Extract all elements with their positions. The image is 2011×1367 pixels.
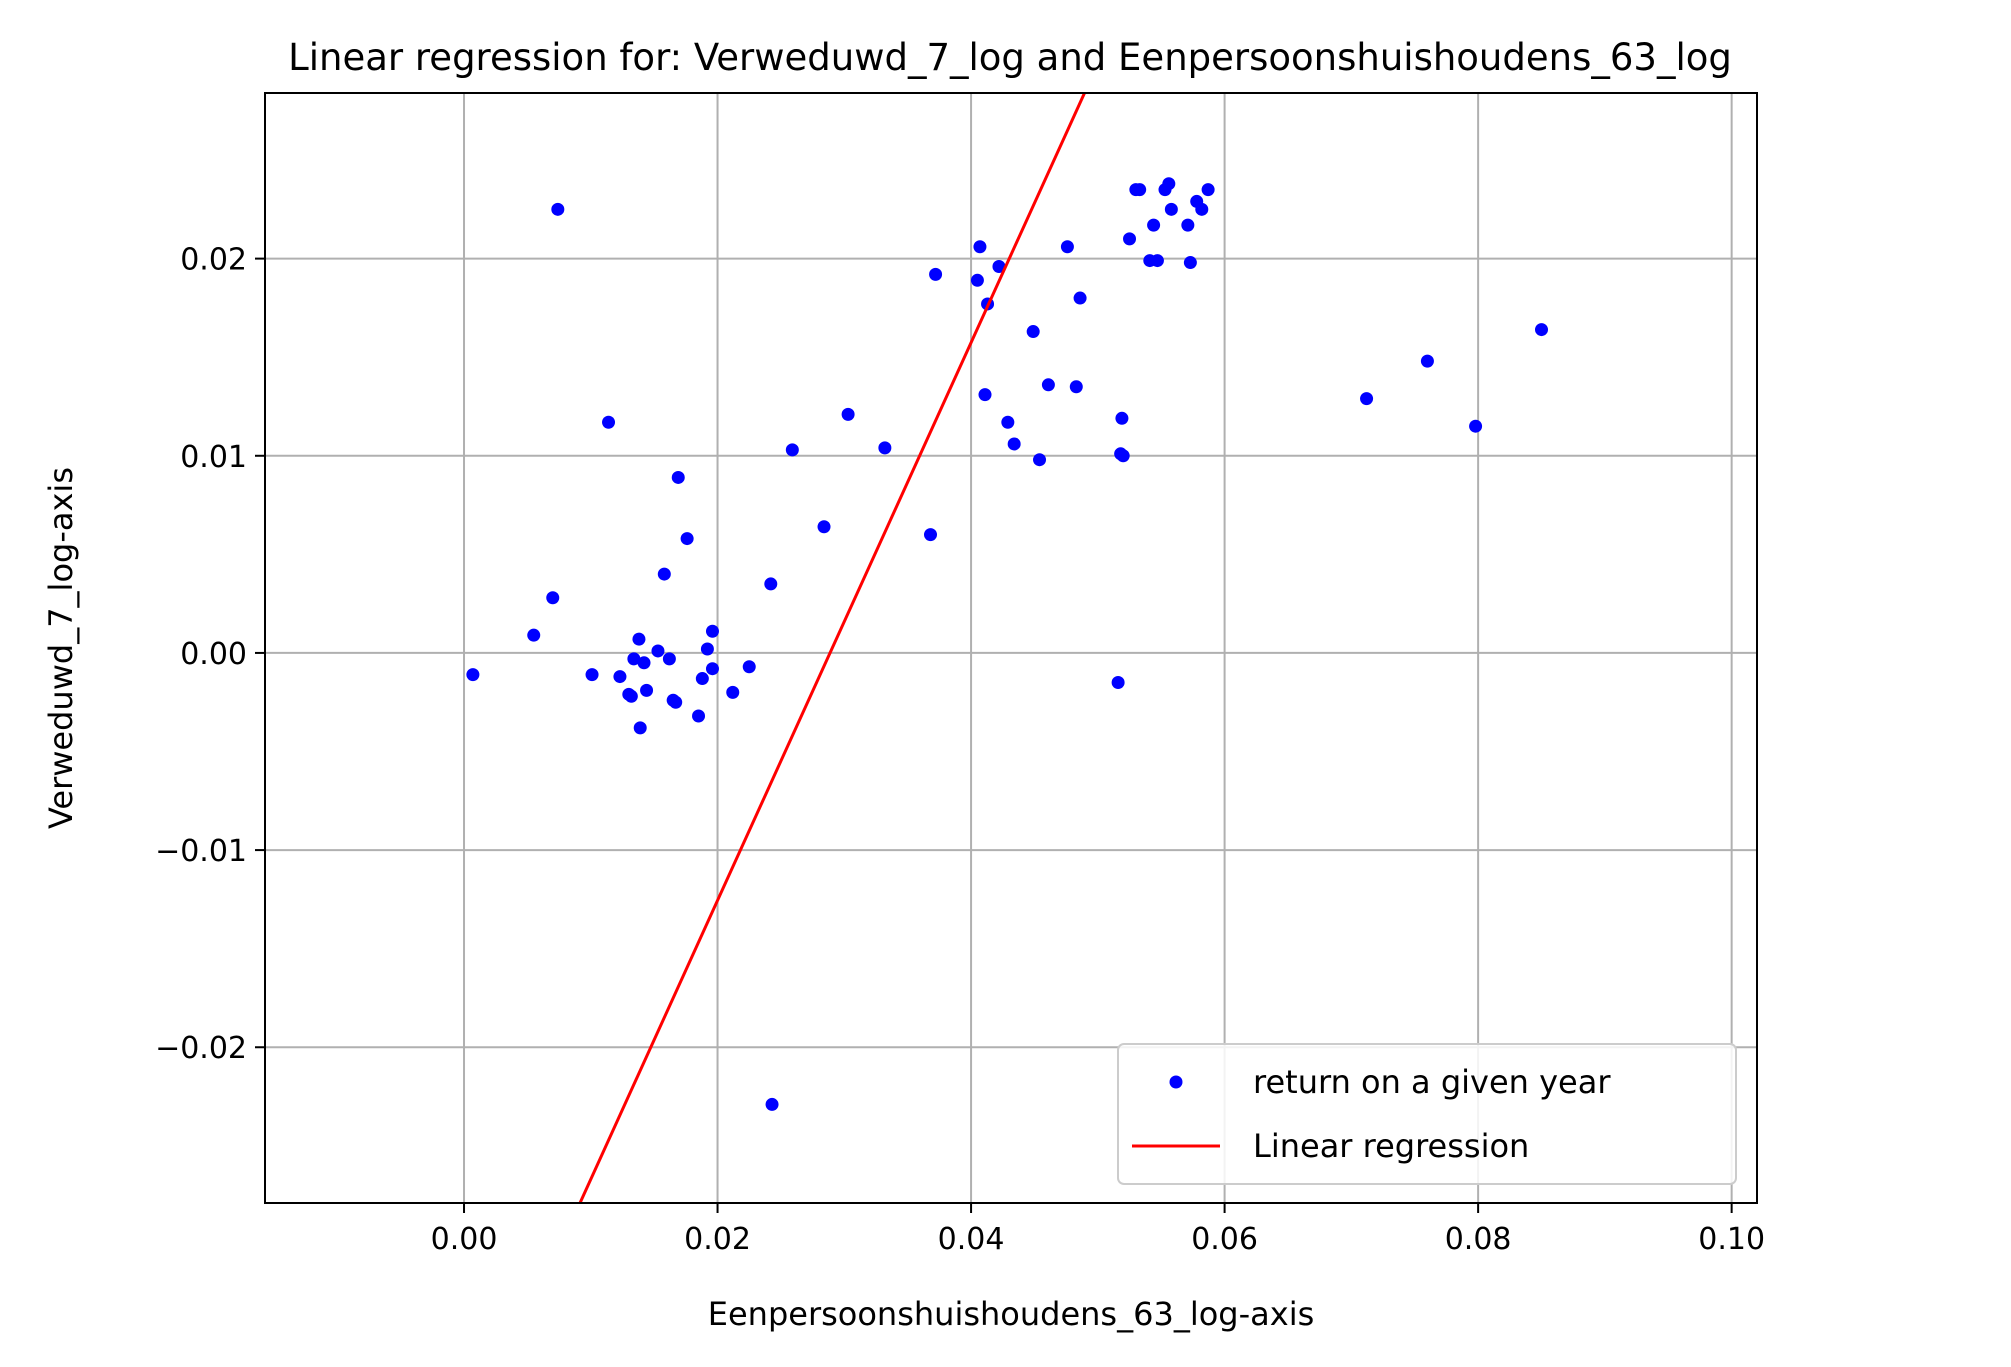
scatter-point <box>1123 232 1137 246</box>
scatter-point <box>1116 449 1130 463</box>
scatter-point <box>1147 218 1161 232</box>
plot-frame <box>264 92 1758 1204</box>
scatter-point <box>662 652 676 666</box>
scatter-point <box>1164 202 1178 216</box>
scatter-point <box>633 721 647 735</box>
scatter-point <box>637 656 651 670</box>
scatter-point <box>1133 183 1147 197</box>
y-tick-label: −0.02 <box>155 1031 247 1066</box>
y-tick-label: 0.01 <box>180 440 247 475</box>
scatter-point <box>1162 177 1176 191</box>
scatter-point <box>602 415 616 429</box>
scatter-point <box>585 668 599 682</box>
scatter-point <box>1150 254 1164 268</box>
x-tick-label: 0.06 <box>1191 1222 1258 1257</box>
scatter-point <box>1420 354 1434 368</box>
scatter-point <box>973 240 987 254</box>
scatter-point <box>705 662 719 676</box>
scatter-point <box>1115 411 1129 425</box>
scatter-point <box>1360 392 1374 406</box>
scatter-point <box>1181 218 1195 232</box>
scatter-point <box>1007 437 1021 451</box>
scatter-point <box>680 532 694 546</box>
scatter-point <box>878 441 892 455</box>
x-axis-label: Eenpersoonshuishoudens_63_log-axis <box>708 1295 1315 1333</box>
scatter-point <box>1111 676 1125 690</box>
scatter-point <box>1073 291 1087 305</box>
scatter-point <box>1535 323 1549 337</box>
scatter-point <box>640 683 654 697</box>
scatter-point <box>671 470 685 484</box>
scatter-point <box>705 624 719 638</box>
legend-label-scatter: return on a given year <box>1253 1063 1611 1101</box>
scatter-point <box>1060 240 1074 254</box>
scatter-point <box>651 644 665 658</box>
scatter-point <box>924 528 938 542</box>
scatter-point <box>700 642 714 656</box>
x-tick-label: 0.08 <box>1445 1222 1512 1257</box>
legend-frame <box>1117 1043 1737 1185</box>
scatter-point <box>978 388 992 402</box>
axis-ticks: 0.00 0.02 0.04 0.06 0.08 0.10 −0.02 −0.01 0.00 0.… <box>155 243 1765 1257</box>
scatter-point <box>841 407 855 421</box>
grid <box>265 93 1757 1203</box>
scatter-point <box>695 672 709 686</box>
scatter-point <box>1041 378 1055 392</box>
scatter-point <box>1201 183 1215 197</box>
scatter-point <box>551 202 565 216</box>
y-tick-label: −0.01 <box>155 834 247 869</box>
scatter-point <box>992 259 1006 273</box>
regression-line <box>578 93 1086 1203</box>
x-tick-label: 0.04 <box>938 1222 1005 1257</box>
scatter-point <box>1469 419 1483 433</box>
legend-marker-scatter <box>1169 1075 1183 1089</box>
scatter-point <box>527 628 541 642</box>
scatter-point <box>817 520 831 534</box>
scatter-point <box>970 273 984 287</box>
scatter-point <box>546 591 560 605</box>
y-axis-label: Verweduwd_7_log-axis <box>42 467 80 829</box>
scatter-point <box>1183 256 1197 270</box>
scatter-point <box>624 689 638 703</box>
scatter-point <box>1069 380 1083 394</box>
legend: return on a given year Linear regression <box>1117 1043 1737 1185</box>
scatter-point <box>613 670 627 684</box>
x-tick-label: 0.00 <box>431 1222 498 1257</box>
scatter-point <box>1195 202 1209 216</box>
scatter-point <box>1001 415 1015 429</box>
y-tick-label: 0.00 <box>180 637 247 672</box>
scatter-point <box>726 685 740 699</box>
scatter-point <box>764 577 778 591</box>
x-tick-label: 0.02 <box>684 1222 751 1257</box>
scatter-point <box>1033 453 1047 467</box>
scatter-point <box>1026 325 1040 339</box>
scatter-point <box>632 632 646 646</box>
legend-label-regression: Linear regression <box>1253 1127 1529 1165</box>
x-tick-label: 0.10 <box>1698 1222 1765 1257</box>
scatter-point <box>765 1097 779 1111</box>
scatter-point <box>742 660 756 674</box>
scatter-point <box>785 443 799 457</box>
chart-title: Linear regression for: Verweduwd_7_log a… <box>288 36 1732 79</box>
y-tick-label: 0.02 <box>180 243 247 278</box>
scatter-point <box>466 668 480 682</box>
scatter-point <box>929 267 943 281</box>
scatter-point <box>692 709 706 723</box>
scatter-point <box>669 695 683 709</box>
plot-series <box>466 93 1549 1203</box>
scatter-point <box>627 652 641 666</box>
scatter-point <box>657 567 671 581</box>
